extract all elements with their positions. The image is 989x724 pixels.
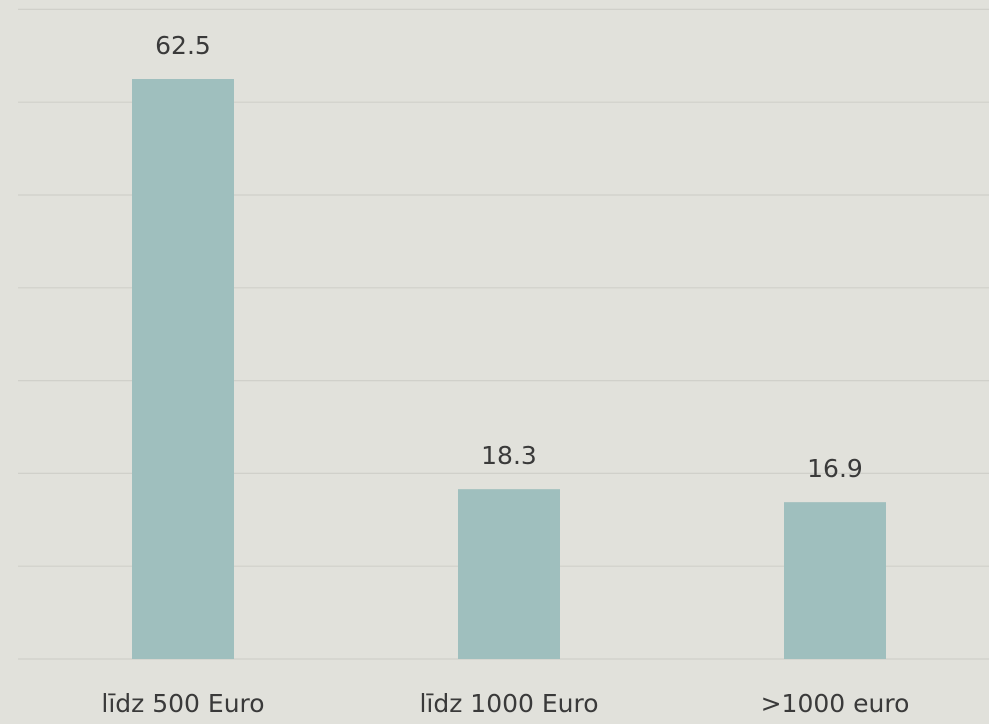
value-label: 16.9 xyxy=(807,454,863,483)
bar xyxy=(784,502,886,659)
x-tick-label: >1000 euro xyxy=(761,689,910,718)
value-label: 18.3 xyxy=(481,441,537,470)
x-tick-label: līdz 1000 Euro xyxy=(419,689,598,718)
value-label: 62.5 xyxy=(155,31,211,60)
bar xyxy=(458,489,560,659)
bar xyxy=(132,79,234,659)
x-tick-label: līdz 500 Euro xyxy=(101,689,264,718)
